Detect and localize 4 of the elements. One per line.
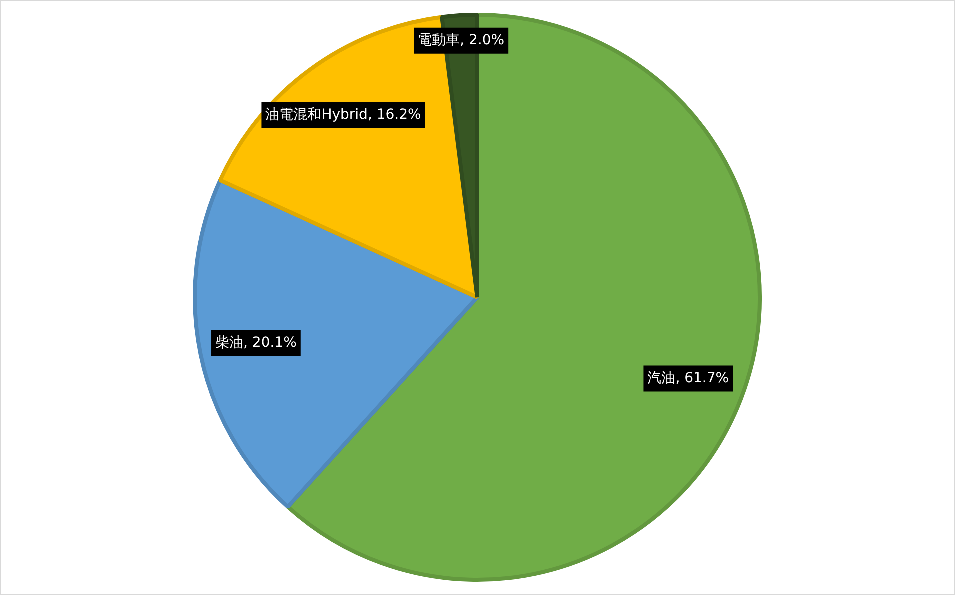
slice-label: 柴油, 20.1%: [216, 334, 297, 351]
slice-label: 汽油, 61.7%: [648, 370, 730, 386]
slice-label: 電動車, 2.0%: [418, 32, 505, 49]
slice-label: 油電混和Hybrid, 16.2%: [266, 107, 422, 124]
